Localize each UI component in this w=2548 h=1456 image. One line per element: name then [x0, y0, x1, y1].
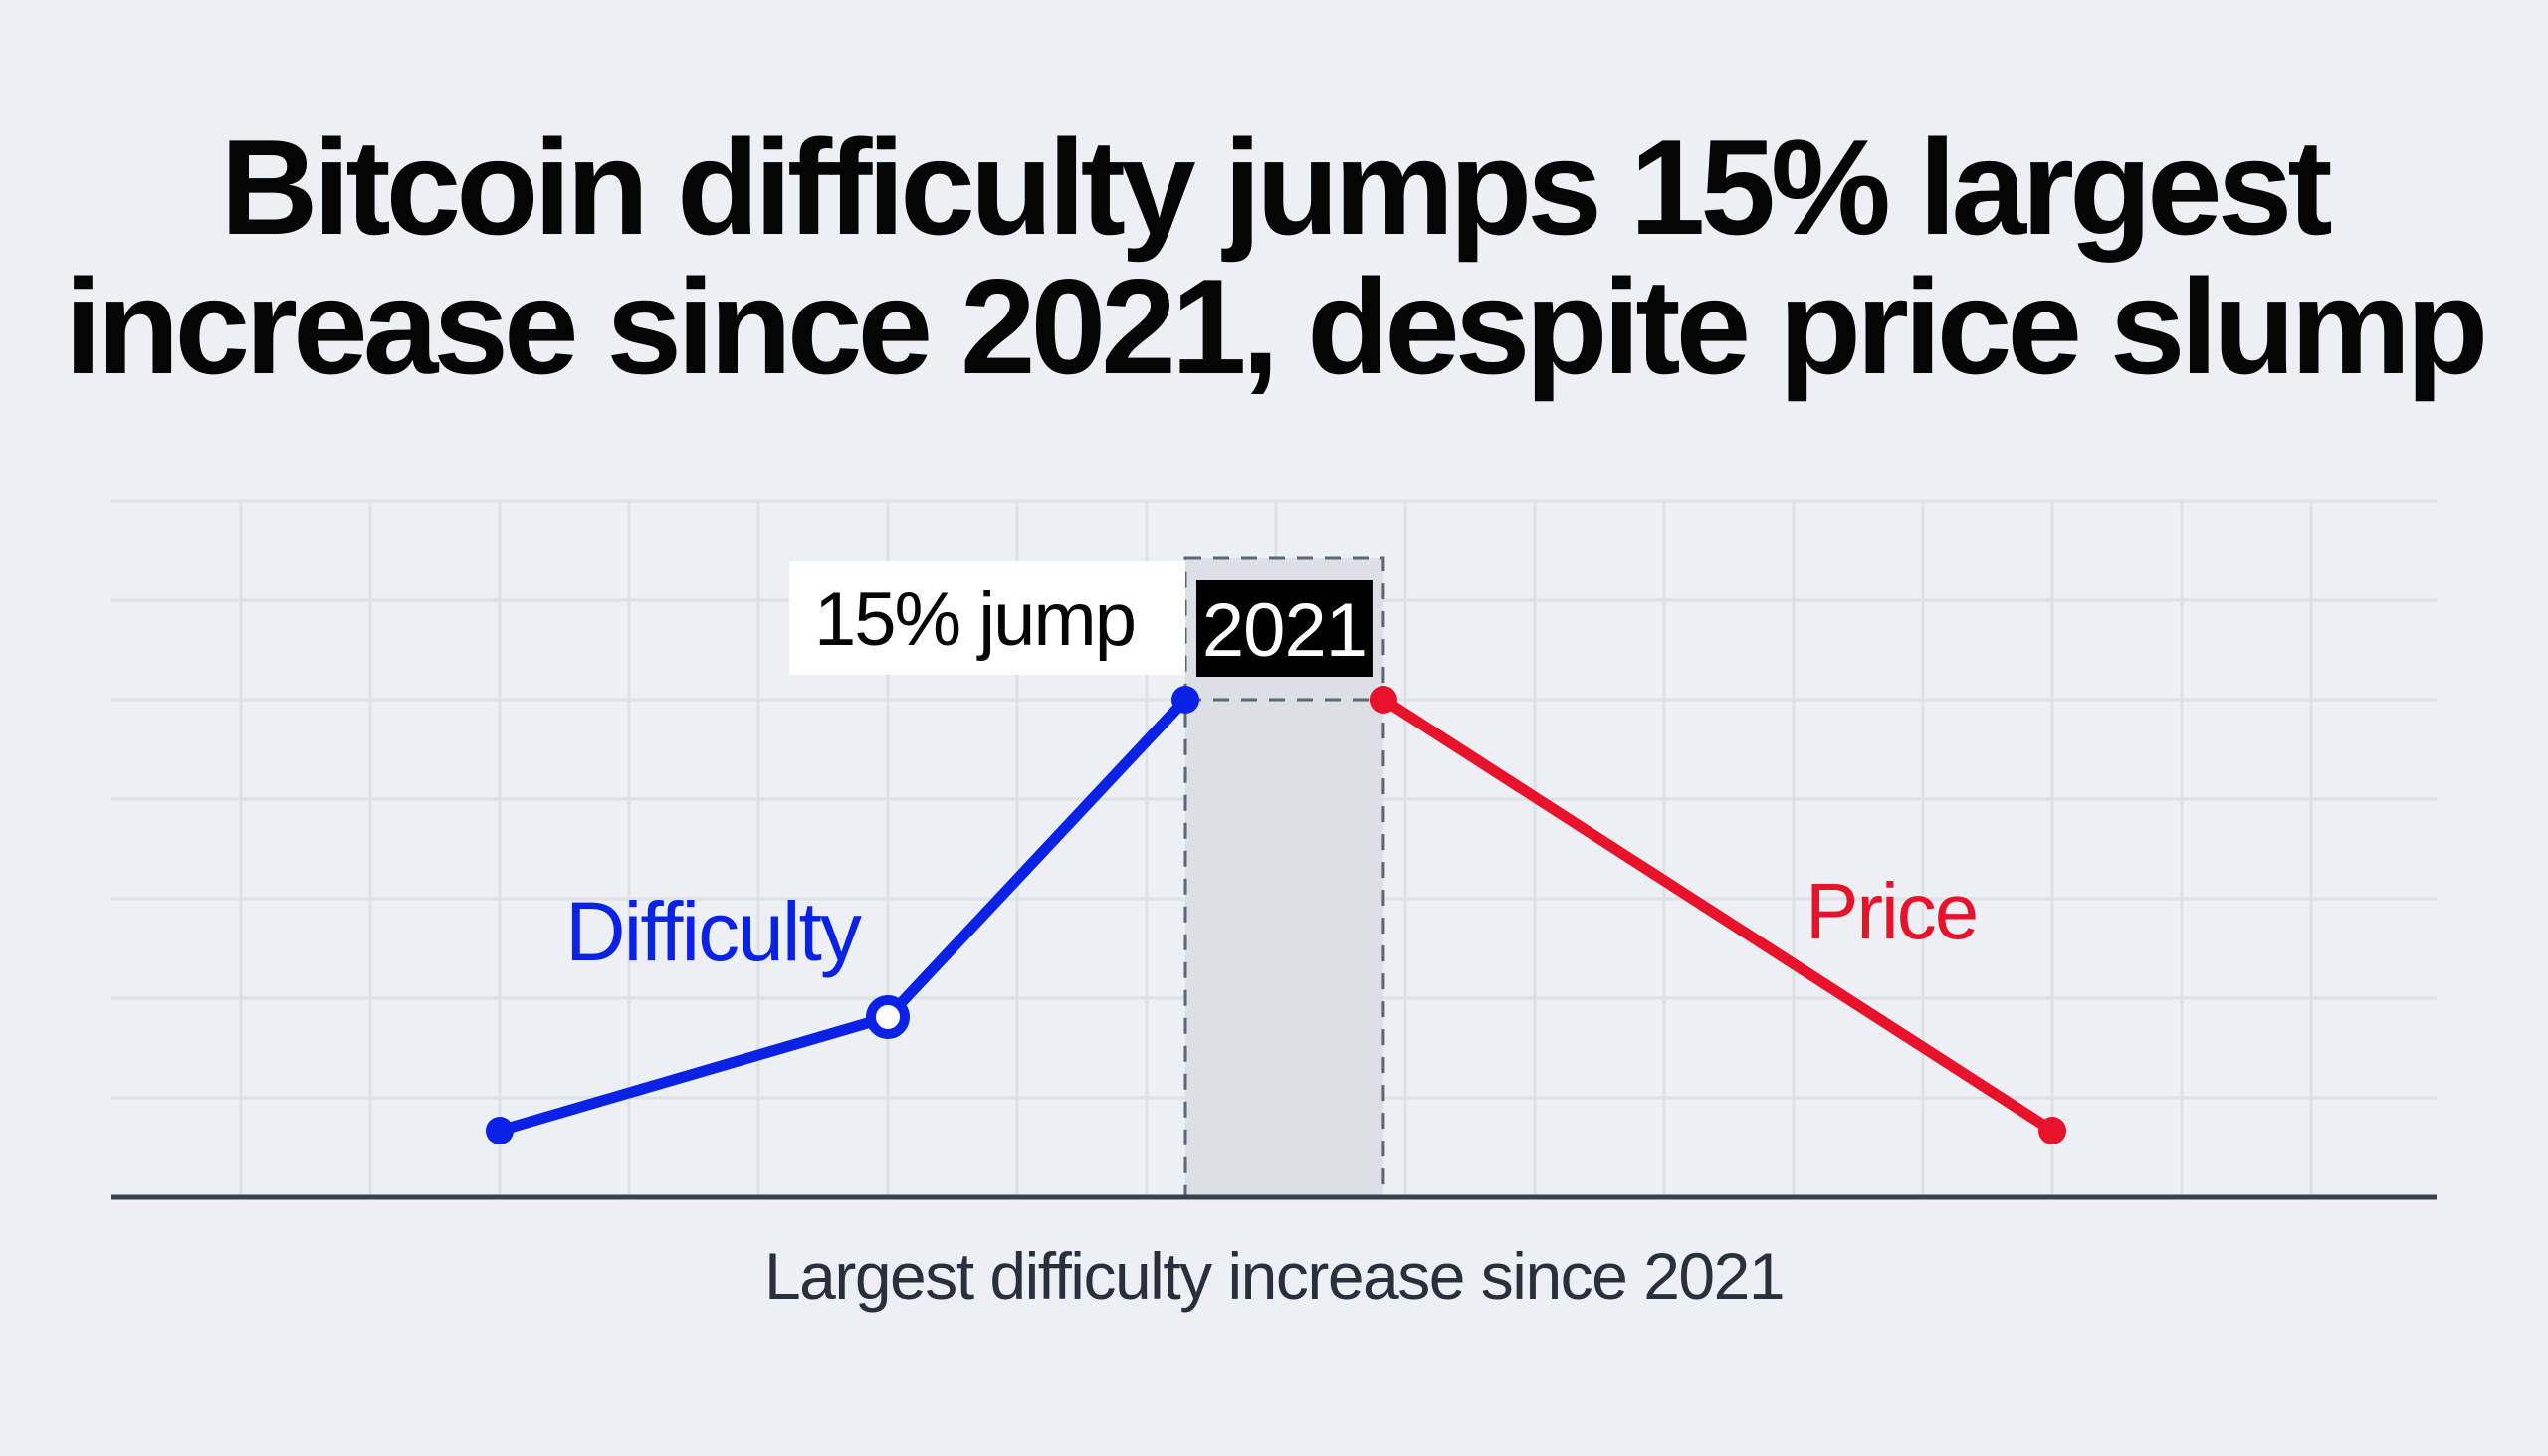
data-point-price	[2038, 1117, 2066, 1144]
data-point-difficulty	[486, 1117, 514, 1144]
series-line-price	[1378, 694, 2058, 1137]
headline-line-2: increase since 2021, despite price slump	[64, 251, 2489, 402]
annotation-2021-box	[1196, 580, 1373, 677]
x-axis-caption: Largest difficulty increase since 2021	[763, 1239, 1786, 1313]
data-point-difficulty	[1171, 686, 1199, 714]
headline: Bitcoin difficulty jumps 15% largest inc…	[0, 117, 2548, 396]
data-point-price	[1369, 686, 1397, 714]
annotation-15pct-jump-box	[789, 561, 1185, 675]
series-group	[486, 686, 2066, 1144]
annotation-15pct-jump: 15% jump	[814, 577, 1135, 662]
data-point-difficulty	[866, 995, 910, 1039]
series-label-difficulty: Difficulty	[565, 885, 862, 978]
headline-line-1: Bitcoin difficulty jumps 15% largest	[220, 111, 2332, 263]
series-label-price: Price	[1805, 867, 1977, 955]
annotation-2021: 2021	[1202, 588, 1367, 673]
